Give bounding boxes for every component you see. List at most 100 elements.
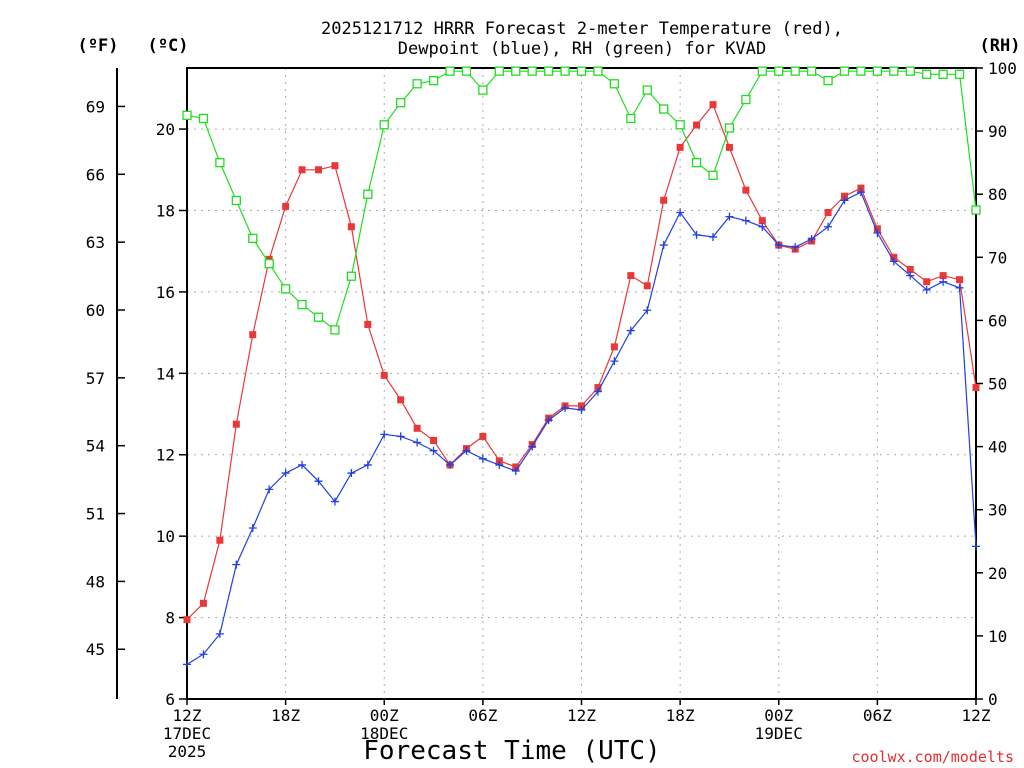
fahrenheit-tick-label: 54 [86,437,105,456]
x-axis-label: Forecast Time (UTC) [363,736,660,766]
dewpoint-point [265,485,274,494]
dewpoint-point [429,446,438,455]
dewpoint-point [774,241,783,250]
rh-tick-label: 70 [988,248,1007,267]
dewpoint-point [528,442,537,451]
rh-point [741,94,751,105]
temperature-point [397,396,405,404]
dewpoint-point [709,232,717,241]
dewpoint-point [561,403,570,412]
rh-tick-label: 80 [988,185,1007,204]
rh-point [708,170,718,180]
rh-point [297,299,307,310]
rh-point [626,113,636,124]
temperature-point [364,320,372,328]
chart-title-line-1: 2025121712 HRRR Forecast 2-meter Tempera… [321,19,843,39]
rh-point [774,66,784,76]
dewpoint-point [199,650,208,659]
temperature-point [709,101,717,109]
rh-point [806,66,817,76]
fahrenheit-tick-label: 60 [86,301,105,320]
fahrenheit-tick-label: 51 [86,505,105,524]
temperature-point [380,371,388,379]
rh-tick-label: 50 [988,375,1007,394]
temperature-point [758,217,766,225]
fahrenheit-tick-label: 57 [86,369,105,388]
dewpoint-point [330,497,339,506]
dewpoint-point [643,306,652,315]
rh-point [856,66,866,76]
dewpoint-point [741,216,750,225]
dewpoint-point [380,430,389,439]
temperature-point [512,463,520,471]
fahrenheit-tick-label: 69 [86,97,105,116]
rh-point [724,123,735,133]
temperature-point [972,384,980,392]
rh-point [346,271,357,281]
x-tick-label: 18DEC [360,724,408,743]
rh-point [609,79,620,89]
rh-point [905,66,915,76]
dewpoint-point [298,460,307,469]
dewpoint-point [577,405,586,414]
rh-point [922,69,932,79]
rh-tick-label: 60 [988,311,1007,330]
rh-tick-label: 100 [988,59,1017,78]
x-tick-label: 18Z [666,706,695,725]
celsius-tick-label: 12 [156,446,175,465]
rh-point [889,66,899,76]
dewpoint-point [791,243,800,252]
dewpoint-point [446,460,454,469]
temperature-point [216,536,224,544]
dewpoint-point [676,208,685,217]
rh-tick-label: 0 [988,690,998,709]
dewpoint-point [248,524,257,533]
temperature-point [890,253,898,261]
dewpoint-point [396,432,405,441]
temperature-point [610,343,618,351]
dewpoint-point [972,542,980,551]
x-tick-label: 18Z [271,706,300,725]
dewpoint-point [347,469,356,478]
celsius-tick-label: 8 [165,609,175,628]
rh-point [593,66,603,76]
temperature-point [183,616,191,624]
fahrenheit-unit-label: (ºF) [78,36,119,56]
celsius-tick-label: 6 [165,690,175,709]
rh-point [954,69,965,79]
x-tick-label: 06Z [468,706,497,725]
rh-point [478,85,488,95]
dewpoint-point [232,560,241,569]
x-tick-label: 12Z [567,706,596,725]
dewpoint-point [692,230,701,239]
rh-tick-label: 90 [988,122,1007,141]
rh-point [280,284,291,294]
fahrenheit-tick-label: 45 [86,640,105,659]
temperature-point [331,162,339,170]
rh-point [560,66,570,76]
rh-point [659,104,669,114]
dewpoint-point [281,469,290,478]
rh-point [412,79,422,89]
dewpoint-point [495,460,504,469]
temperature-point [841,192,848,200]
rh-tick-label: 10 [988,627,1007,646]
dewpoint-point [478,454,487,463]
rh-point [264,258,274,269]
temperature-point [495,457,503,465]
dewpoint-point [873,228,882,237]
rh-point [445,66,455,76]
chart-title-line-2: Dewpoint (blue), RH (green) for KVAD [398,39,766,59]
rh-point [872,66,883,76]
temperature-point [873,225,881,233]
dewpoint-point [807,234,816,243]
dewpoint-point [725,212,734,221]
temperature-point [578,402,585,410]
temperature-point [199,599,207,607]
dewpoint-point [889,257,898,266]
x-tick-label: 17DEC [163,724,211,743]
x-tick-label: 12Z [962,706,991,725]
rh-point [182,110,192,120]
